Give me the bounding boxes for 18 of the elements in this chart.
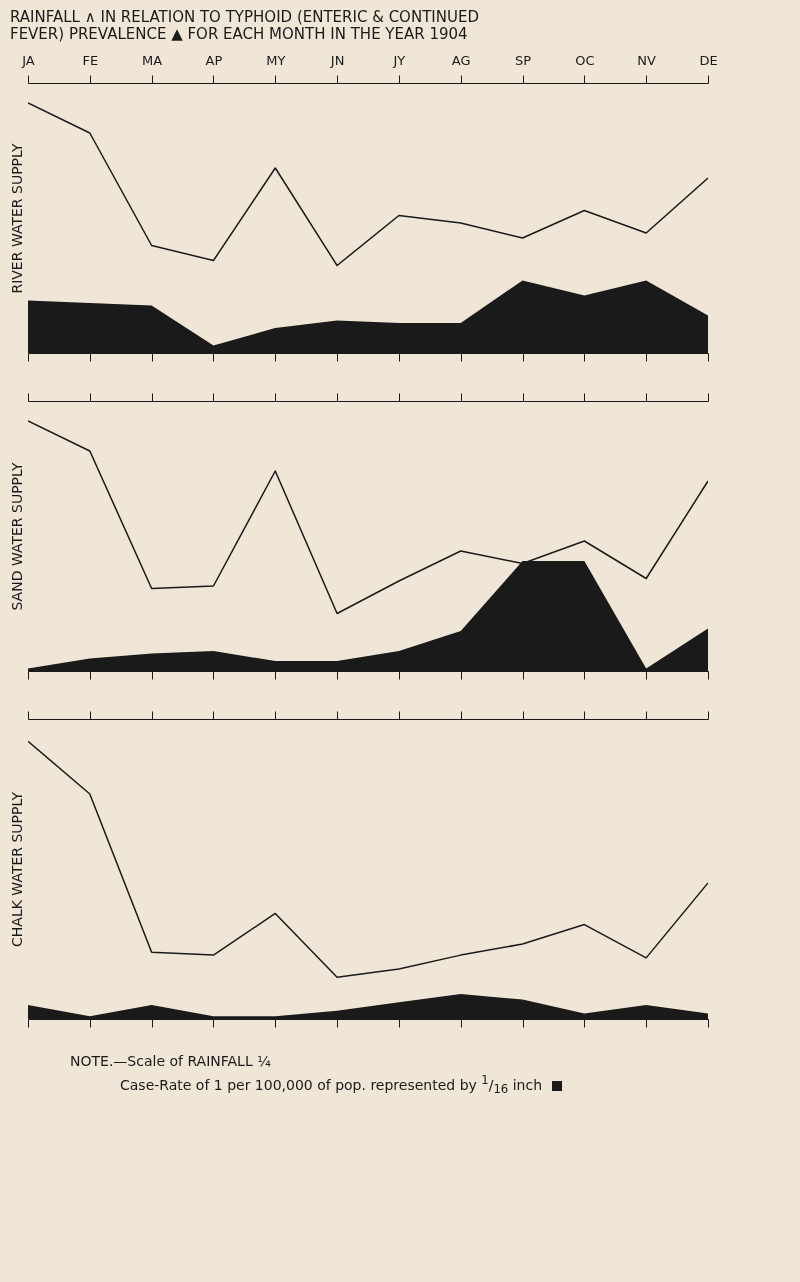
x-tick-label: NV — [637, 52, 657, 68]
x-tick-label: DE — [699, 52, 718, 68]
chart-title: RAINFALL ∧ IN RELATION TO TYPHOID (ENTERIC & CONTINUED FEVER) PREVALENCE ▲ FOR EACH MONTH IN THE YEAR 1904 — [10, 8, 479, 43]
x-tick-label: SP — [515, 52, 532, 68]
x-tick-label: OC — [575, 52, 595, 68]
text: Case-Rate of 1 per 100,000 of pop. represented by $^{1}$/$_{16}$ inch — [120, 1073, 544, 1097]
x-tick-label: AG — [451, 52, 471, 68]
x-tick-label: MA — [142, 52, 163, 68]
y-axis-title: SAND WATER SUPPLY — [8, 462, 25, 611]
x-tick-label: JN — [329, 52, 345, 68]
x-tick-label: MY — [266, 52, 286, 68]
x-tick-label: JA — [21, 52, 35, 68]
x-tick-label: JY — [392, 52, 406, 68]
y-axis-title: RIVER WATER SUPPLY — [8, 143, 25, 294]
text: NOTE.—Scale of RAINFALL ¼ — [70, 1053, 272, 1069]
x-tick-label: FE — [82, 52, 99, 68]
y-axis-title: CHALK WATER SUPPLY — [8, 791, 25, 947]
x-tick-label: AP — [205, 52, 223, 68]
